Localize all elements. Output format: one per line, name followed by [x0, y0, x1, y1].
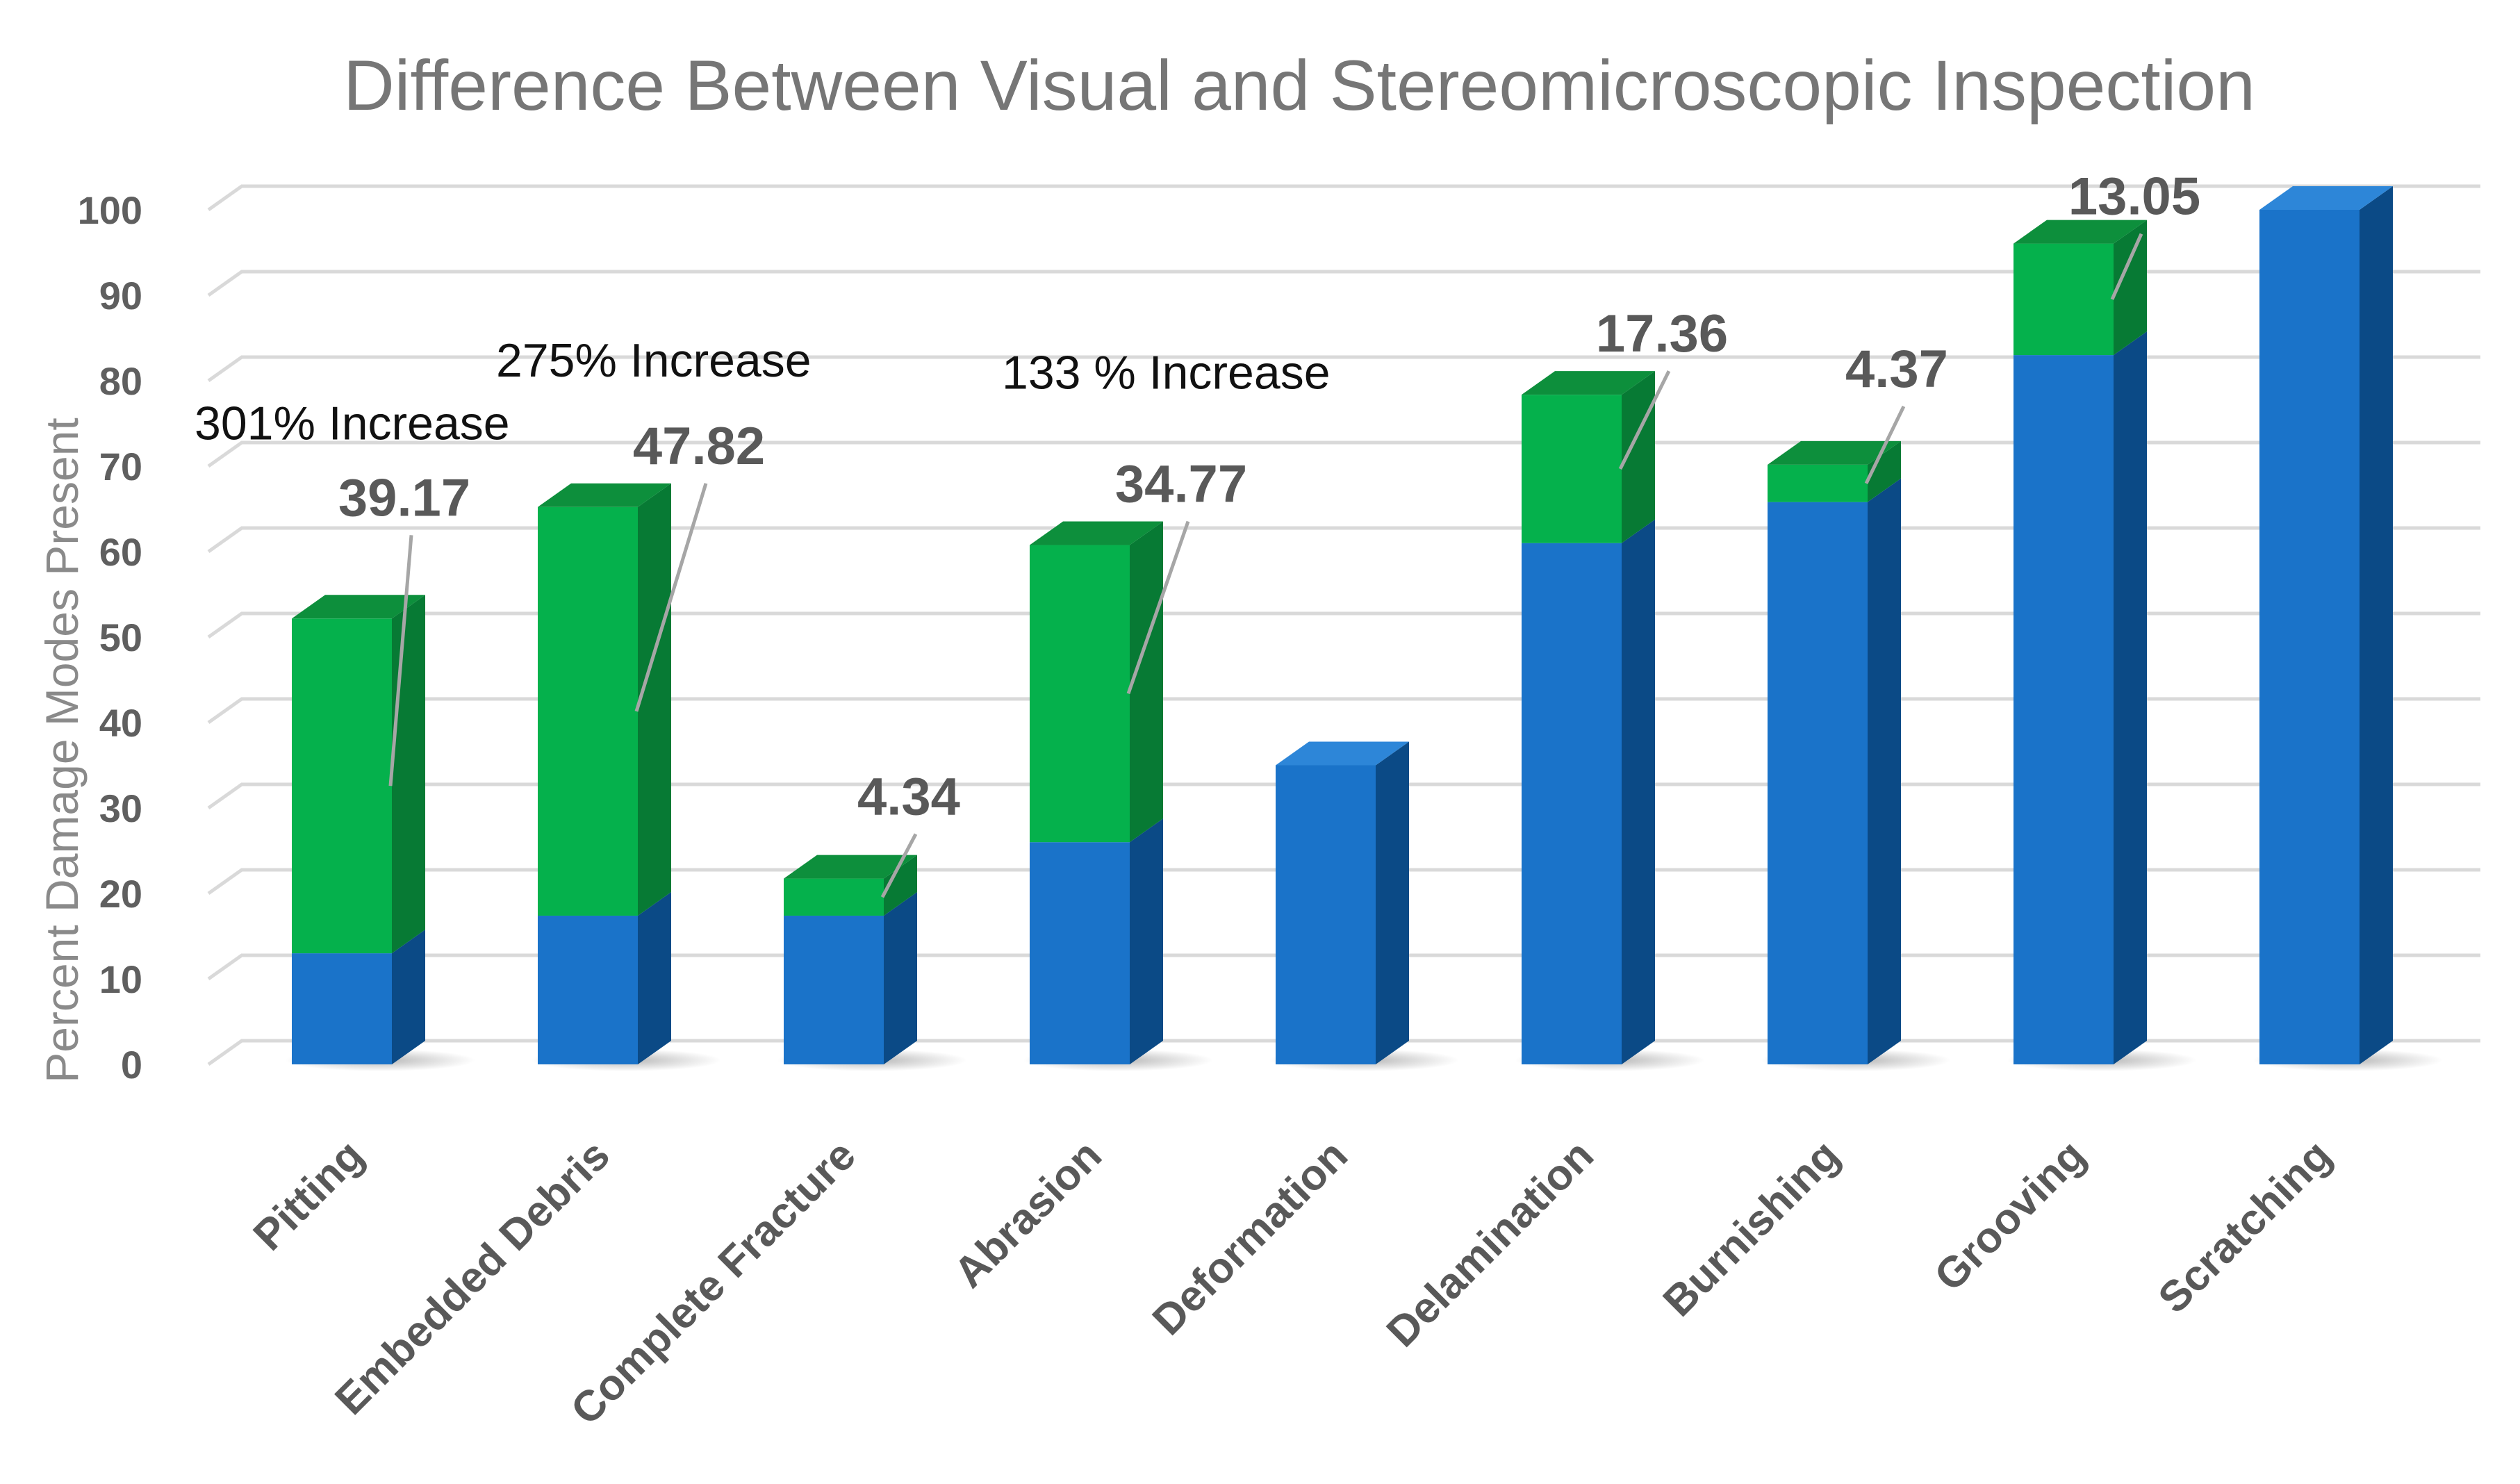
bar-top-scratching — [2259, 186, 2393, 210]
leader-line-abrasion — [1126, 520, 1190, 695]
gridline-80 — [207, 355, 2480, 383]
y-tick-label-100: 100 — [78, 188, 142, 232]
gridline-20 — [207, 868, 2480, 896]
bar-side-grooving-difference — [2114, 220, 2147, 356]
bar-side-delamination-visual — [1622, 519, 1655, 1064]
bar-burnishing-visual — [1768, 502, 1868, 1064]
bar-side-complete-fracture-difference — [884, 855, 917, 916]
bar-abrasion-difference — [1030, 545, 1130, 843]
bar-top-burnishing — [1768, 440, 1901, 465]
y-tick-label-50: 50 — [99, 616, 142, 659]
annotation-pitting: 301% Increase — [195, 397, 510, 450]
bar-complete-fracture-difference — [784, 878, 884, 916]
y-tick-label-0: 0 — [121, 1043, 142, 1087]
y-tick-label-40: 40 — [99, 701, 142, 745]
bar-top-complete-fracture — [784, 855, 917, 879]
bar-side-scratching-visual — [2360, 186, 2393, 1064]
bar-side-embedded-debris-visual — [638, 891, 671, 1064]
y-tick-label-30: 30 — [99, 786, 142, 830]
bar-top-pitting — [292, 595, 425, 619]
x-tick-label-abrasion: Abrasion — [945, 1131, 1111, 1297]
gridline-90 — [207, 270, 2480, 297]
bar-grooving-visual — [2013, 355, 2114, 1065]
annotation-abrasion: 133 % Increase — [1002, 347, 1331, 399]
x-tick-label-embedded-debris: Embedded Debris — [326, 1131, 619, 1424]
gridline-40 — [207, 697, 2480, 725]
bar-side-abrasion-visual — [1130, 818, 1163, 1064]
data-label-embedded-debris: 47.82 — [633, 417, 765, 476]
gridline-50 — [207, 611, 2480, 639]
gridline-70 — [207, 440, 2480, 468]
leader-line-grooving — [2110, 233, 2143, 300]
bar-deformation-visual — [1276, 765, 1376, 1064]
x-tick-label-grooving: Grooving — [1925, 1131, 2095, 1301]
leader-line-complete-fracture — [880, 833, 918, 898]
y-axis-ticks: 0 10 20 30 40 50 60 70 80 90 100 — [78, 188, 142, 1087]
annotation-embedded-debris: 275% Increase — [496, 334, 812, 387]
bar-side-abrasion-difference — [1130, 521, 1163, 843]
gridline-30 — [207, 782, 2480, 810]
bar-side-pitting-visual — [392, 930, 425, 1064]
bar-side-pitting-difference — [392, 595, 425, 954]
bar-delamination-difference — [1522, 395, 1622, 543]
data-label-abrasion: 34.77 — [1115, 455, 1247, 514]
bar-burnishing-difference — [1768, 464, 1868, 502]
gridline-100 — [207, 184, 2480, 212]
bar-side-deformation-visual — [1376, 741, 1409, 1064]
x-tick-label-burnishing: Burnishing — [1654, 1131, 1849, 1326]
leader-lines — [388, 233, 2143, 898]
data-label-complete-fracture: 4.34 — [857, 768, 960, 827]
leader-line-delamination — [1618, 370, 1671, 470]
gridline-60 — [207, 526, 2480, 554]
bar-abrasion-visual — [1030, 842, 1130, 1064]
bar-top-deformation — [1276, 741, 1409, 766]
y-tick-label-80: 80 — [99, 359, 142, 403]
data-label-burnishing: 4.37 — [1845, 340, 1948, 399]
bar-side-burnishing-visual — [1868, 478, 1901, 1064]
bar-scratching-visual — [2259, 210, 2360, 1064]
chart-title: Difference Between Visual and Stereomicr… — [343, 46, 2255, 125]
bar-grooving-difference — [2013, 243, 2114, 356]
bar-side-burnishing-difference — [1868, 440, 1901, 502]
bar-embedded-debris-visual — [538, 915, 638, 1064]
bar-top-embedded-debris — [538, 483, 671, 507]
bar-embedded-debris-difference — [538, 506, 638, 916]
bar-pitting-difference — [292, 618, 392, 954]
gridline-10 — [207, 953, 2480, 981]
bar-side-grooving-visual — [2114, 331, 2147, 1065]
annotations: 301% Increase 275% Increase 133 % Increase — [195, 334, 1331, 450]
x-tick-label-scratching: Scratching — [2150, 1131, 2341, 1322]
bar-top-grooving — [2013, 220, 2147, 244]
leader-line-burnishing — [1864, 405, 1906, 484]
bar-top-abrasion — [1030, 521, 1163, 545]
leader-line-embedded-debris — [634, 483, 708, 712]
x-tick-label-pitting: Pitting — [245, 1131, 373, 1260]
bar-side-complete-fracture-visual — [884, 891, 917, 1064]
bar-complete-fracture-visual — [784, 915, 884, 1064]
y-axis-label: Percent Damage Modes Present — [36, 418, 88, 1082]
y-tick-label-90: 90 — [99, 274, 142, 318]
gridline-0 — [207, 1039, 2480, 1066]
x-tick-label-deformation: Deformation — [1144, 1131, 1357, 1344]
data-label-delamination: 17.36 — [1596, 304, 1728, 363]
y-tick-label-70: 70 — [99, 445, 142, 488]
gridlines — [207, 184, 2480, 1066]
leader-line-pitting — [388, 535, 413, 786]
bar-pitting-visual — [292, 953, 392, 1064]
bar-top-delamination — [1522, 371, 1655, 395]
bars — [292, 186, 2393, 1065]
data-labels: 39.17 47.82 4.34 34.77 17.36 4.37 13.05 — [338, 167, 2200, 827]
y-tick-label-60: 60 — [99, 530, 142, 574]
bar-side-embedded-debris-difference — [638, 483, 671, 916]
y-tick-label-20: 20 — [99, 872, 142, 916]
data-label-grooving: 13.05 — [2068, 167, 2200, 226]
bar-delamination-visual — [1522, 543, 1622, 1064]
y-tick-label-10: 10 — [99, 957, 142, 1001]
data-label-pitting: 39.17 — [338, 468, 470, 527]
x-tick-label-delamination: Delamination — [1378, 1131, 1603, 1356]
